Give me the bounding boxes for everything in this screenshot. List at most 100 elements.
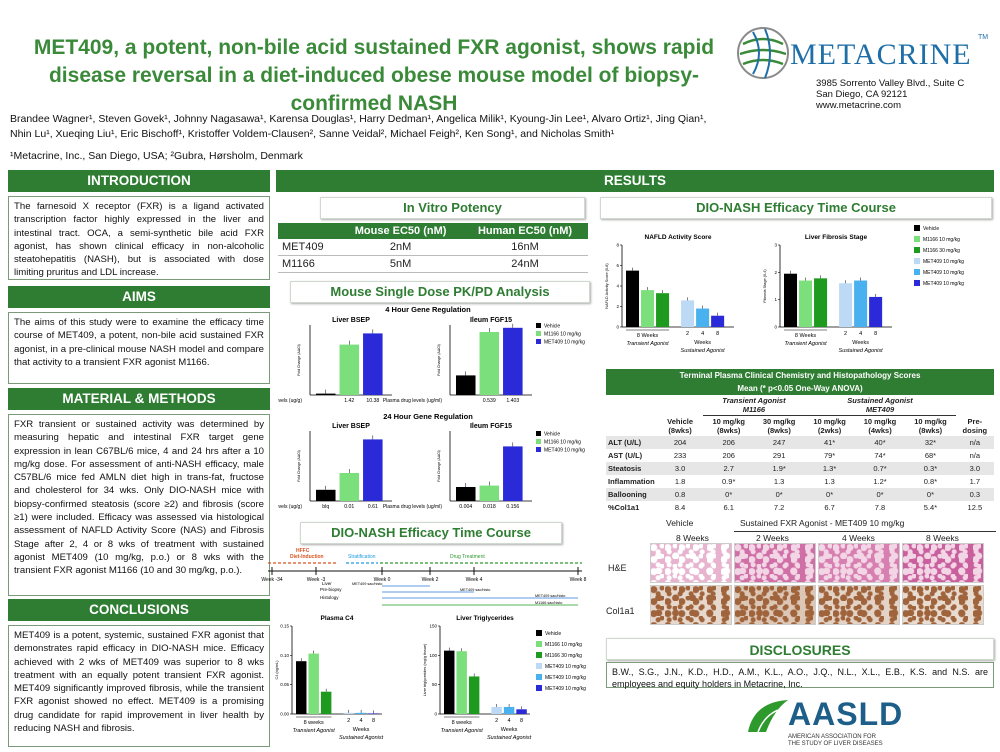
agent-label: Transient Agonist bbox=[441, 728, 484, 734]
legend-swatch bbox=[536, 641, 542, 647]
histo-divider bbox=[734, 531, 996, 532]
y-tick-label: 0.15 bbox=[280, 624, 289, 629]
chem-cell: 6.1 bbox=[723, 503, 734, 512]
bar-met409-8wk bbox=[869, 296, 883, 327]
chem-cell: n/a bbox=[955, 436, 994, 449]
pkpd-ylabel: Fold Change (ΔΔCt) bbox=[297, 344, 301, 376]
bar-met409-8wk bbox=[368, 713, 379, 714]
legend-label: Vehicle bbox=[545, 631, 561, 637]
table-row: Inflammation 1.8 0.9* 1.3 1.3 1.2* 0.8* 1.7 bbox=[606, 475, 994, 488]
timeline-weeks: Week -34 Week -3 Week 0 Week 2 Week 4 Week 8 bbox=[261, 567, 587, 583]
x-tick-label: 8 bbox=[874, 331, 877, 337]
invitro-header: In Vitro Potency bbox=[320, 197, 585, 219]
plasma-c4-chart: Plasma C4 0.00 0.05 0.10 0.15 C4 (ng/mL) 2 4 8 8 … bbox=[275, 615, 384, 741]
agent-label: Transient Agonist bbox=[784, 341, 827, 347]
chem-cell: Steatosis bbox=[606, 462, 657, 475]
legend-label: MET409 10 mg/kg bbox=[923, 281, 964, 287]
phase-label: Drug Treatment bbox=[450, 554, 485, 560]
chem-col-header: 10 mg/kg (8wks) bbox=[712, 417, 745, 435]
legend-swatch bbox=[914, 247, 920, 253]
aasld-subtitle: AMERICAN ASSOCIATION FOR bbox=[788, 734, 876, 740]
histo-row-label: Col1a1 bbox=[606, 606, 635, 616]
chem-cell: 0* bbox=[753, 488, 805, 501]
bar-met409 bbox=[363, 439, 383, 501]
bar-met409-2wk bbox=[681, 300, 695, 327]
timeline-note: Liver bbox=[322, 581, 332, 586]
legend-swatch bbox=[914, 225, 920, 231]
y-tick-label: 0.00 bbox=[280, 712, 289, 717]
agent-label: Sustained Agonist bbox=[839, 348, 884, 354]
chem-group-label: M1166 bbox=[742, 405, 766, 414]
pkpd-tick-label: 1.42 bbox=[344, 398, 354, 404]
chart-title: Liver Fibrosis Stage bbox=[805, 234, 868, 241]
pkpd-chart-liver-bsep-24h: Liver BSEP Fold Change (ΔΔCt) blq 0.01 0.61 L… bbox=[278, 423, 392, 510]
legend-swatch bbox=[536, 663, 542, 669]
x-tick-label: 4 bbox=[859, 331, 862, 337]
aasld-subtitle: THE STUDY OF LIVER DISEASES bbox=[788, 741, 883, 747]
phase-label: Stratification bbox=[348, 554, 376, 560]
x-tick-label: 8 bbox=[372, 718, 375, 724]
x-group-label: Weeks bbox=[694, 340, 711, 346]
bar-m1166-30 bbox=[814, 278, 828, 327]
legend-swatch bbox=[536, 431, 541, 436]
bar-m1166 bbox=[339, 473, 360, 501]
timeline-arrow-label: M1166 sac/histo bbox=[535, 601, 562, 605]
bar-m1166-30 bbox=[320, 691, 332, 714]
legend-label: M1166 10 mg/kg bbox=[545, 642, 582, 648]
legend-swatch bbox=[536, 339, 541, 344]
chart-title: Liver Triglycerides bbox=[456, 615, 514, 622]
chem-cell: 0* bbox=[703, 488, 754, 501]
efficacy-header: DIO-NASH Efficacy Time Course bbox=[600, 197, 992, 219]
bar-met409-4wk bbox=[696, 308, 710, 327]
chem-group-label: Sustained Agonist bbox=[847, 396, 913, 405]
methods-header: MATERIAL & METHODS bbox=[8, 388, 270, 410]
pkpd-xlabel: Liver drug levels (ug/g) bbox=[278, 398, 302, 404]
y-tick-label: 3 bbox=[774, 243, 777, 248]
table-row: Ballooning 0.8 0* 0* 0* 0* 0* 0.3 bbox=[606, 488, 994, 501]
x-tick-label: 2 bbox=[495, 718, 498, 724]
chem-cell: %Col1a1 bbox=[608, 503, 640, 512]
chem-cell: 233 bbox=[673, 451, 687, 460]
chem-cell: 1.7 bbox=[969, 477, 981, 486]
y-tick-label: 50 bbox=[432, 682, 438, 687]
bar-met409 bbox=[503, 446, 523, 501]
aasld-wordmark: AASLD bbox=[788, 696, 904, 732]
chem-cell: 0* bbox=[804, 488, 855, 501]
bar-vehicle bbox=[316, 393, 336, 395]
legend-swatch bbox=[536, 652, 542, 658]
legend-swatch bbox=[536, 331, 541, 336]
chem-cell: 0.7* bbox=[854, 462, 906, 475]
histo-col-label: 8 Weeks bbox=[926, 533, 959, 543]
y-tick-label: 0.05 bbox=[280, 682, 289, 687]
chem-col-header: 30 mg/kg (8wks) bbox=[762, 417, 796, 435]
phase-label: HFFC bbox=[296, 548, 310, 554]
chem-cell: 0.3* bbox=[905, 462, 956, 475]
pkpd-chart-title: Liver BSEP bbox=[332, 317, 370, 324]
table-row: ALT (U/L) 204 206 247 41* 40* 32* n/a bbox=[606, 436, 994, 449]
legend-label: M1166 30 mg/kg bbox=[545, 653, 582, 659]
efficacy-legend: Vehicle M1166 10 mg/kg M1166 30 mg/kg MET40… bbox=[914, 225, 964, 287]
chem-cell: 1.3* bbox=[804, 462, 855, 475]
y-axis-label: C4 (ng/mL) bbox=[275, 660, 279, 680]
chem-table: Terminal Plasma Clinical Chemistry and H… bbox=[606, 369, 994, 514]
legend-swatch bbox=[536, 630, 542, 636]
address-block: 3985 Sorrento Valley Blvd., Suite C San … bbox=[816, 78, 964, 111]
x-tick-label: 4 bbox=[360, 718, 363, 724]
bar-m1166 bbox=[339, 344, 360, 395]
liver-triglycerides-chart: Liver Triglycerides 0 50 100 150 Liver trigly… bbox=[423, 615, 532, 741]
pkpd-xlabel: Liver drug levels (ug/g) bbox=[278, 504, 302, 510]
pkpd-tick-label: 0.018 bbox=[483, 504, 496, 510]
histo-vehicle-label: Vehicle bbox=[666, 518, 694, 528]
chem-group-label: Transient Agonist bbox=[722, 396, 786, 405]
pkpd-chart-title: Ileum FGF15 bbox=[470, 423, 512, 430]
chem-cell: 2.7 bbox=[703, 462, 754, 475]
legend-label: Vehicle bbox=[544, 432, 560, 438]
chem-cell: 291 bbox=[772, 451, 786, 460]
agent-label: Sustained Agonist bbox=[681, 348, 726, 354]
results-header: RESULTS bbox=[276, 170, 994, 192]
x-group-label: Weeks bbox=[353, 727, 370, 733]
timecourse-charts: Plasma C4 0.00 0.05 0.10 0.15 C4 (ng/mL) 2 4 8 8 … bbox=[275, 615, 586, 741]
chem-cell: 32* bbox=[905, 436, 956, 449]
pkpd-xlabel: Plasma drug levels (ug/ml) bbox=[383, 398, 443, 404]
y-tick-label: 6 bbox=[616, 263, 619, 268]
